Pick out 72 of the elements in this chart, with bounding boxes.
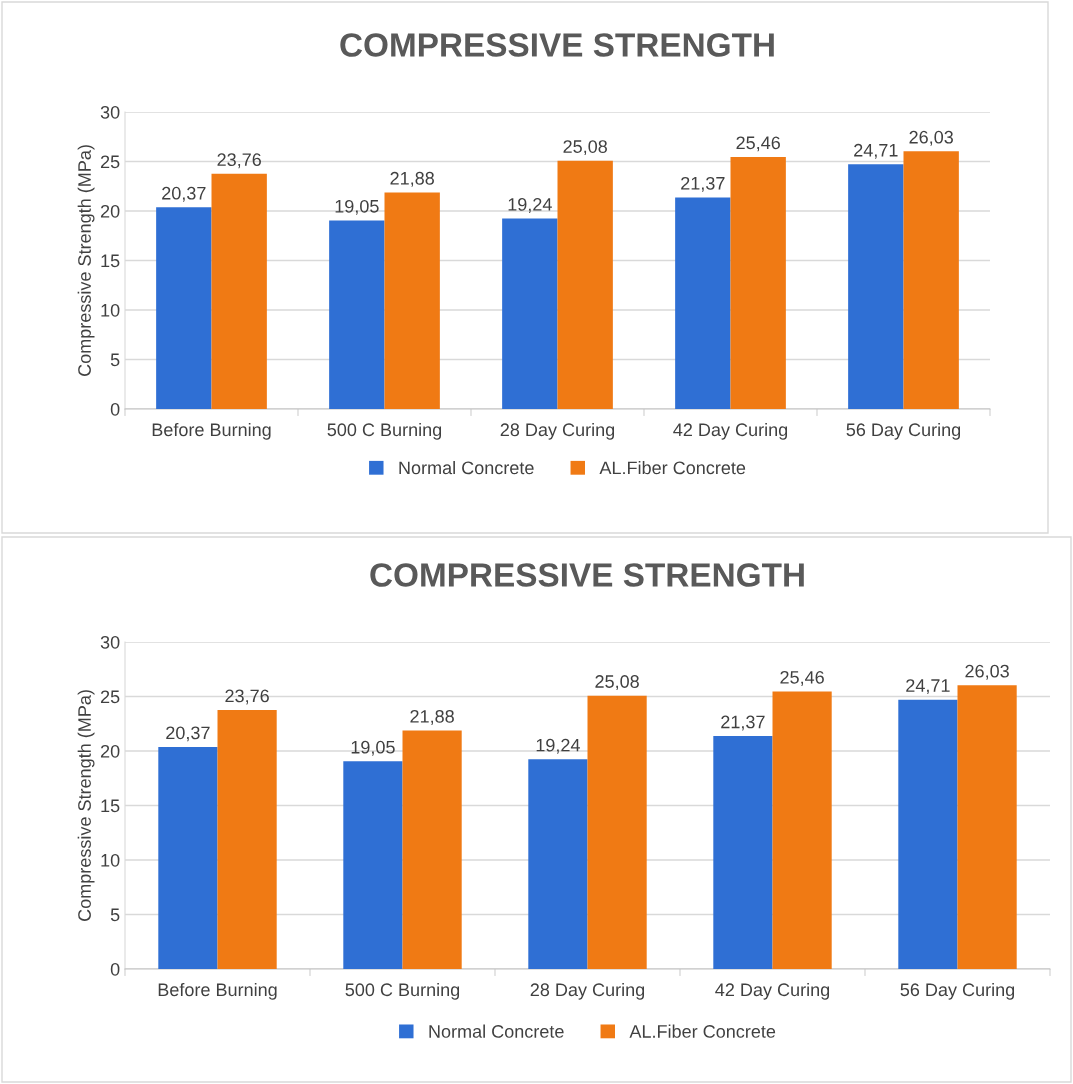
bar (343, 761, 403, 969)
x-tick-label: 42 Day Curing (715, 982, 830, 1000)
legend-label: Normal Concrete (399, 460, 534, 475)
y-axis-title: Compressive Strength (MPa) (77, 145, 95, 376)
data-label: 25,46 (780, 670, 824, 686)
y-tick-label: 10 (101, 303, 120, 317)
data-label: 25,08 (563, 140, 607, 156)
y-tick-label: 30 (100, 105, 120, 119)
y-tick-label: 15 (101, 799, 120, 813)
data-label: 21,37 (721, 715, 765, 731)
data-label: 20,37 (166, 726, 210, 742)
data-label: 25,46 (736, 136, 780, 152)
data-label: 19,05 (351, 740, 395, 756)
bar (730, 156, 786, 409)
y-tick-label: 5 (110, 908, 120, 922)
x-tick-label: 500 C Burning (327, 422, 442, 440)
data-label: 21,88 (410, 709, 454, 725)
x-tick-label: 42 Day Curing (673, 422, 788, 440)
data-label: 23,76 (225, 689, 269, 705)
bar (957, 685, 1017, 969)
data-label: 20,37 (162, 186, 206, 202)
y-tick-label: 10 (101, 853, 120, 867)
chart-title: COMPRESSIVE STRENGTH (340, 33, 774, 57)
data-label: 24,71 (854, 143, 898, 159)
x-tick-label: Before Burning (152, 422, 271, 440)
data-label: 19,24 (536, 738, 580, 754)
y-tick-label: 5 (110, 353, 120, 367)
y-tick-label: 25 (100, 155, 120, 169)
data-label: 26,03 (909, 130, 953, 146)
data-label: 25,08 (595, 675, 639, 691)
data-label: 19,05 (335, 199, 379, 215)
bar (402, 730, 462, 969)
bar (848, 164, 904, 409)
bar (675, 197, 731, 409)
bar (528, 759, 588, 969)
bar (557, 160, 613, 409)
data-label: 24,71 (906, 679, 950, 695)
x-tick-label: 28 Day Curing (500, 422, 615, 440)
y-axis-title: Compressive Strength (MPa) (77, 690, 95, 921)
bar (903, 151, 959, 409)
x-tick-label: Before Burning (158, 982, 277, 1000)
chart-title: COMPRESSIVE STRENGTH (370, 563, 804, 587)
bar (158, 746, 218, 969)
y-tick-label: 30 (100, 635, 120, 649)
legend-label: Normal Concrete (429, 1024, 564, 1038)
bar (384, 192, 440, 409)
data-label: 21,88 (390, 171, 434, 187)
bar (713, 736, 773, 969)
data-label: 23,76 (217, 153, 261, 169)
y-tick-label: 0 (110, 962, 120, 976)
bar (156, 207, 212, 409)
bar (898, 699, 958, 969)
y-tick-label: 20 (100, 744, 120, 758)
legend-label: AL.Fiber Concrete (599, 460, 746, 475)
data-label: 26,03 (965, 664, 1009, 680)
bar (502, 218, 558, 409)
bar (587, 695, 647, 969)
y-tick-label: 25 (100, 690, 120, 704)
x-tick-label: 56 Day Curing (846, 422, 961, 440)
y-tick-label: 20 (100, 204, 120, 218)
data-label: 21,37 (681, 176, 725, 192)
bar (217, 710, 277, 969)
x-tick-label: 28 Day Curing (530, 982, 645, 1000)
bar (211, 173, 267, 409)
x-tick-label: 56 Day Curing (900, 982, 1015, 1000)
bar (329, 220, 385, 409)
legend-label: AL.Fiber Concrete (629, 1024, 776, 1038)
x-tick-label: 500 C Burning (345, 982, 460, 1000)
bar (772, 691, 832, 969)
data-label: 19,24 (508, 198, 552, 213)
y-tick-label: 0 (110, 402, 120, 416)
y-tick-label: 15 (101, 254, 120, 268)
